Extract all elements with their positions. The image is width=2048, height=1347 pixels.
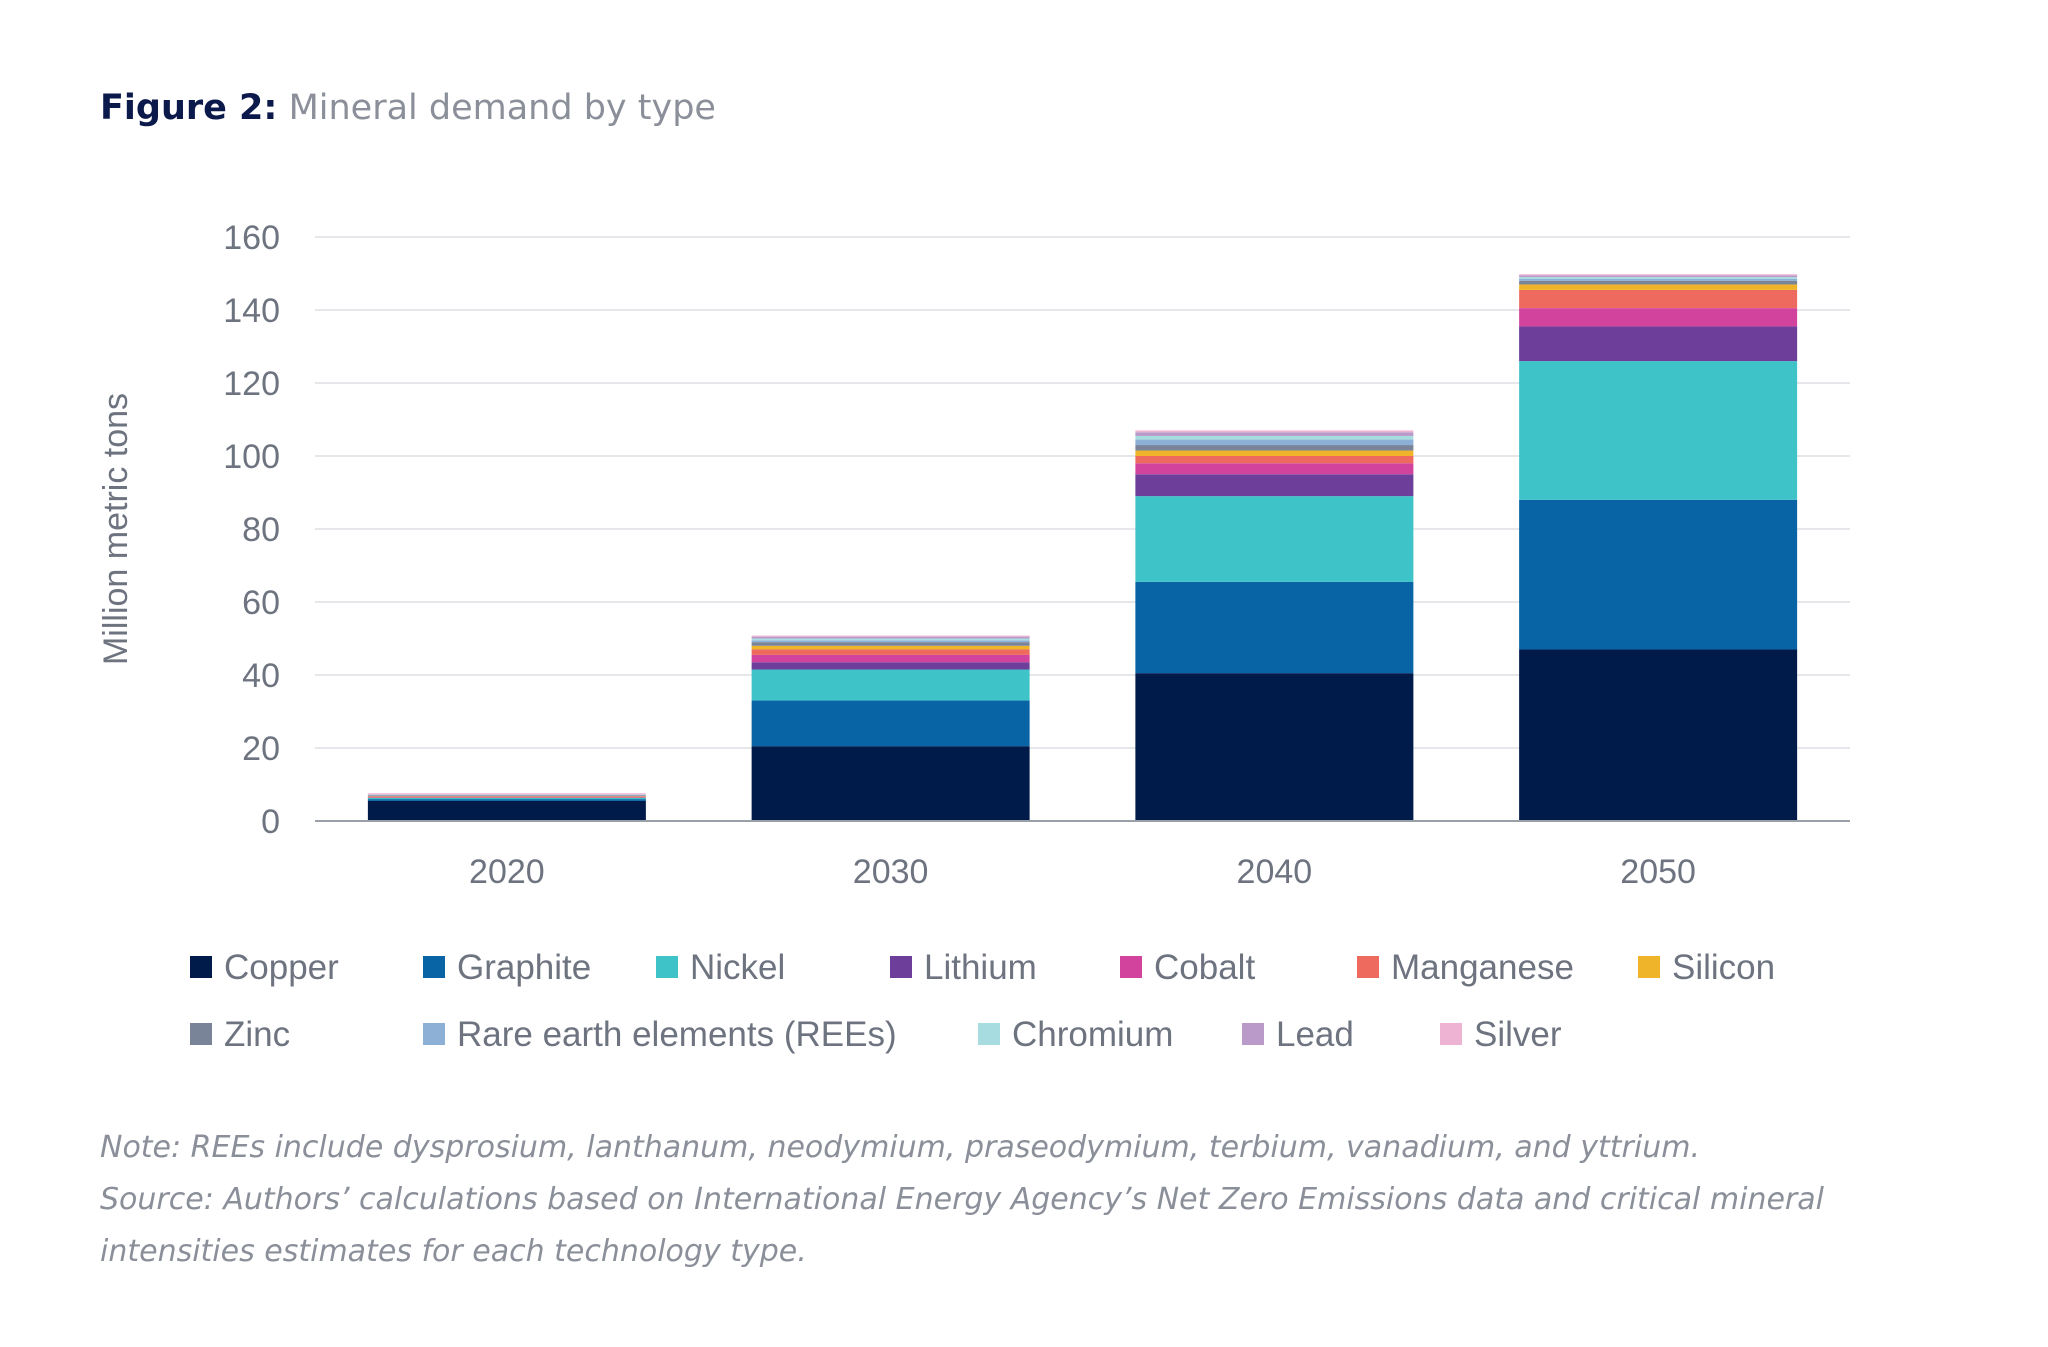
- bar-segment: [1135, 474, 1414, 497]
- bar-segment: [1135, 432, 1414, 436]
- legend-label: Nickel: [690, 948, 785, 987]
- legend-label: Rare earth elements (REEs): [457, 1015, 897, 1054]
- bar-segment: [1519, 361, 1798, 500]
- bar-segment: [751, 640, 1030, 643]
- bar-segment: [1519, 326, 1798, 362]
- source-text-line1: Source: Authors’ calculations based on I…: [100, 1182, 1824, 1217]
- x-tick-label: 2040: [1237, 853, 1313, 891]
- bar-segment: [1519, 274, 1798, 276]
- y-tick-label: 20: [242, 730, 280, 768]
- source-text-line2: intensities estimates for each technolog…: [100, 1234, 807, 1269]
- bar-segment: [367, 800, 646, 821]
- bar-segment: [1135, 445, 1414, 451]
- bar-segment: [1135, 581, 1414, 674]
- bar-segment: [1135, 450, 1414, 456]
- legend-label: Graphite: [457, 948, 591, 987]
- bar-segment: [751, 642, 1030, 646]
- bar-segment: [367, 796, 646, 798]
- bar-segment: [1519, 289, 1798, 309]
- bar-segment: [751, 700, 1030, 747]
- bar-segment: [1519, 277, 1798, 279]
- bar-segment: [1135, 439, 1414, 446]
- y-tick-label: 80: [242, 511, 280, 549]
- legend-label: Zinc: [224, 1015, 290, 1054]
- bar-segment: [751, 635, 1030, 637]
- y-axis-label: Million metric tons: [97, 393, 135, 665]
- legend-swatch: [423, 1023, 445, 1045]
- bar-segment: [1135, 456, 1414, 464]
- bar-segment: [1519, 308, 1798, 327]
- bar-segment: [751, 669, 1030, 701]
- bar-segment: [367, 798, 646, 800]
- legend-label: Lead: [1276, 1015, 1354, 1054]
- legend-swatch: [1638, 956, 1660, 978]
- bar-segment: [1519, 280, 1798, 285]
- x-tick-label: 2030: [853, 853, 929, 891]
- x-tick-label: 2050: [1620, 853, 1696, 891]
- y-tick-label: 40: [242, 657, 280, 695]
- bar-segment: [1519, 649, 1798, 821]
- bar-segment: [751, 654, 1030, 663]
- bar-segment: [751, 636, 1030, 639]
- legend-swatch: [1357, 956, 1379, 978]
- legend-label: Chromium: [1012, 1015, 1173, 1054]
- legend-swatch: [978, 1023, 1000, 1045]
- legend-swatch: [423, 956, 445, 978]
- legend-swatch: [1242, 1023, 1264, 1045]
- legend-label: Manganese: [1391, 948, 1574, 987]
- bar-segment: [751, 645, 1030, 650]
- legend-swatch: [656, 956, 678, 978]
- legend-label: Copper: [224, 948, 339, 987]
- figure-notes: Note: REEs include dysprosium, lanthanum…: [100, 1122, 1980, 1278]
- legend-label: Silver: [1474, 1015, 1562, 1054]
- bar-segment: [1135, 430, 1414, 433]
- bar-segment: [1135, 463, 1414, 475]
- legend-label: Silicon: [1672, 948, 1775, 987]
- bar-segment: [1135, 673, 1414, 821]
- note-text: Note: REEs include dysprosium, lanthanum…: [100, 1130, 1700, 1165]
- y-tick-label: 140: [223, 292, 280, 330]
- legend-swatch: [1120, 956, 1142, 978]
- legend-swatch: [890, 956, 912, 978]
- bar-segment: [1519, 278, 1798, 281]
- figure-label: Figure 2:: [100, 88, 278, 128]
- bar-segment: [367, 799, 646, 801]
- x-tick-label: 2020: [469, 853, 545, 891]
- y-tick-label: 0: [261, 803, 280, 841]
- bar-segment: [751, 746, 1030, 821]
- bar-segment: [367, 793, 646, 795]
- figure-title-text: Mineral demand by type: [288, 88, 716, 128]
- bar-segment: [751, 638, 1030, 641]
- bar-segment: [367, 795, 646, 797]
- y-tick-label: 160: [223, 219, 280, 257]
- legend-swatch: [190, 1023, 212, 1045]
- bar-segment: [751, 649, 1030, 655]
- bar-segment: [1135, 435, 1414, 440]
- legend-swatch: [1440, 1023, 1462, 1045]
- bar-segment: [1519, 499, 1798, 650]
- y-tick-label: 100: [223, 438, 280, 476]
- bar-segment: [751, 662, 1030, 670]
- bar-segment: [1135, 496, 1414, 582]
- legend-label: Cobalt: [1154, 948, 1255, 987]
- bar-segment: [1519, 284, 1798, 290]
- figure-title: Figure 2: Mineral demand by type: [100, 88, 716, 128]
- legend-label: Lithium: [924, 948, 1037, 987]
- legend-swatch: [190, 956, 212, 978]
- y-tick-label: 120: [223, 365, 280, 403]
- bar-segment: [1519, 275, 1798, 278]
- y-tick-label: 60: [242, 584, 280, 622]
